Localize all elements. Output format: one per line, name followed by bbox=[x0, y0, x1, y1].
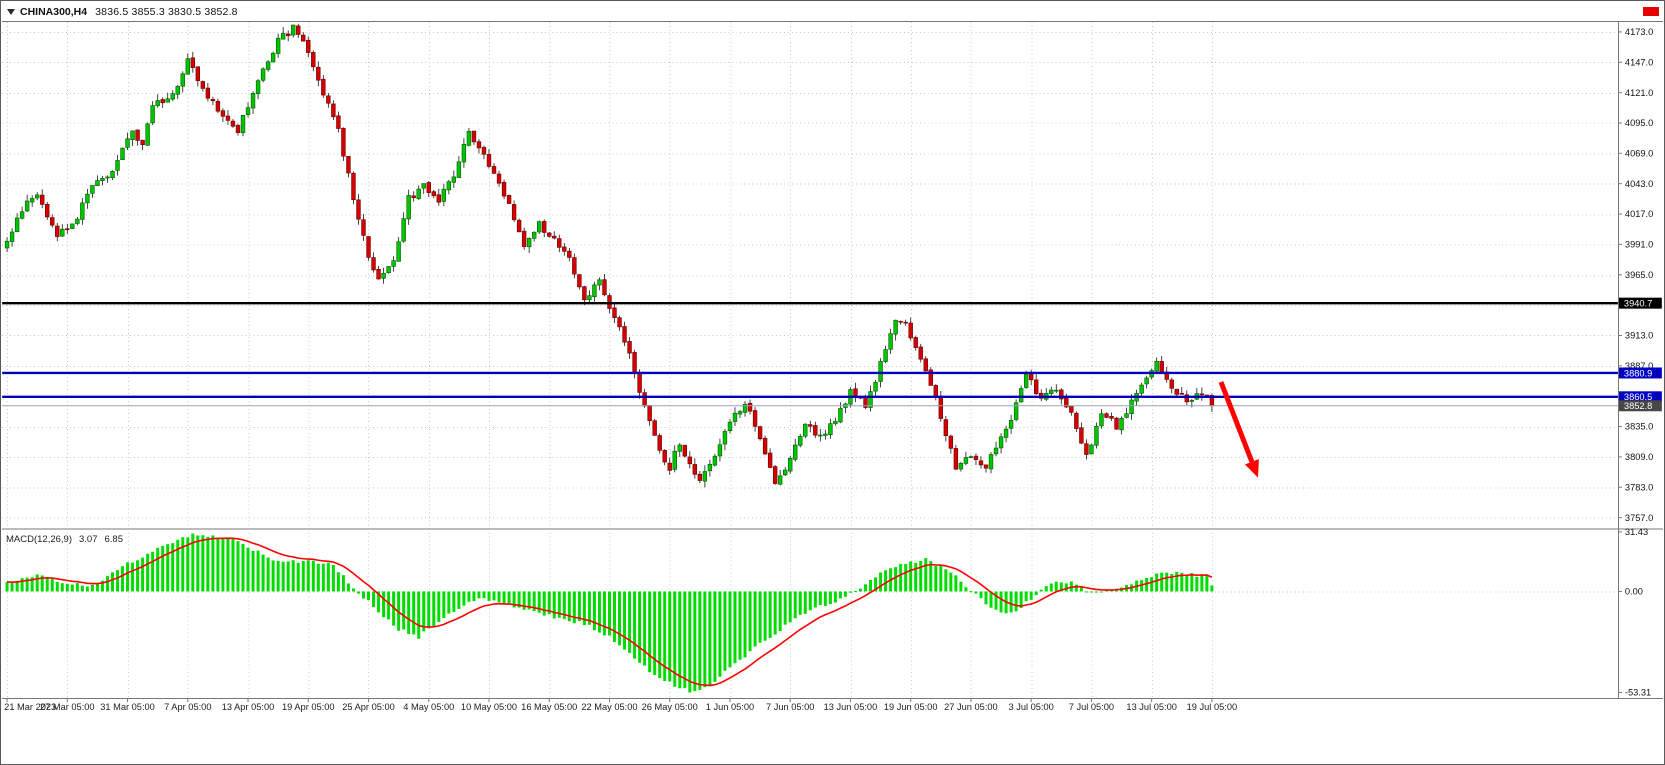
red-marker bbox=[1643, 7, 1659, 16]
svg-text:10 May 05:00: 10 May 05:00 bbox=[461, 702, 517, 712]
macd-main-value: 3.07 bbox=[79, 534, 98, 545]
macd-signal-value: 6.85 bbox=[104, 534, 124, 545]
svg-text:7 Jun 05:00: 7 Jun 05:00 bbox=[766, 702, 814, 712]
sell-arrow-annotation[interactable] bbox=[1218, 381, 1259, 478]
svg-text:7 Apr 05:00: 7 Apr 05:00 bbox=[164, 702, 211, 712]
svg-text:1 Jun 05:00: 1 Jun 05:00 bbox=[706, 702, 754, 712]
macd-signal-line bbox=[7, 537, 1213, 687]
svg-text:3965.0: 3965.0 bbox=[1625, 270, 1653, 280]
svg-text:4017.0: 4017.0 bbox=[1625, 209, 1653, 219]
symbol-marker-icon bbox=[7, 8, 15, 15]
svg-text:3 Jul 05:00: 3 Jul 05:00 bbox=[1009, 702, 1054, 712]
svg-text:22 May 05:00: 22 May 05:00 bbox=[581, 702, 637, 712]
svg-text:26 May 05:00: 26 May 05:00 bbox=[642, 702, 698, 712]
svg-text:4 May 05:00: 4 May 05:00 bbox=[403, 702, 454, 712]
macd-scale[interactable]: 31.43 0.00 -53.31 bbox=[1617, 527, 1651, 698]
svg-text:3913.0: 3913.0 bbox=[1625, 331, 1653, 341]
svg-text:7 Jul 05:00: 7 Jul 05:00 bbox=[1069, 702, 1114, 712]
svg-text:31 Mar 05:00: 31 Mar 05:00 bbox=[100, 702, 155, 712]
candlesticks bbox=[4, 23, 1215, 488]
macd-indicator-label: MACD(12,26,9) 3.07 6.85 bbox=[6, 534, 130, 545]
svg-text:3880.9: 3880.9 bbox=[1624, 368, 1652, 378]
macd-histogram bbox=[5, 533, 1214, 693]
svg-text:4173.0: 4173.0 bbox=[1625, 27, 1653, 37]
svg-text:4121.0: 4121.0 bbox=[1625, 88, 1653, 98]
svg-text:3783.0: 3783.0 bbox=[1625, 482, 1653, 492]
svg-text:19 Apr 05:00: 19 Apr 05:00 bbox=[282, 702, 335, 712]
svg-text:16 May 05:00: 16 May 05:00 bbox=[521, 702, 577, 712]
svg-text:-53.31: -53.31 bbox=[1625, 688, 1651, 698]
svg-text:13 Apr 05:00: 13 Apr 05:00 bbox=[222, 702, 275, 712]
svg-text:3887.0: 3887.0 bbox=[1625, 361, 1653, 371]
svg-text:4069.0: 4069.0 bbox=[1625, 149, 1653, 159]
svg-text:4095.0: 4095.0 bbox=[1625, 118, 1653, 128]
svg-text:0.00: 0.00 bbox=[1625, 587, 1643, 597]
price-badge-3880.9 bbox=[1618, 367, 1662, 379]
svg-text:19 Jul 05:00: 19 Jul 05:00 bbox=[1187, 702, 1238, 712]
svg-text:3757.0: 3757.0 bbox=[1625, 513, 1653, 523]
price-badge-3940.7 bbox=[1618, 297, 1662, 309]
macd-name: MACD(12,26,9) bbox=[6, 534, 72, 545]
svg-text:31.43: 31.43 bbox=[1625, 527, 1648, 537]
svg-text:21 Mar 2023: 21 Mar 2023 bbox=[4, 702, 56, 712]
price-badge-3860.5 bbox=[1618, 391, 1662, 403]
svg-text:19 Jun 05:00: 19 Jun 05:00 bbox=[884, 702, 938, 712]
price-scale[interactable]: 4173.0 4147.0 4121.0 4095.0 4069.0 4043.0 4017… bbox=[1617, 27, 1662, 523]
ohlc-readout: 3836.5 3855.3 3830.5 3852.8 bbox=[95, 5, 238, 18]
svg-text:3860.5: 3860.5 bbox=[1624, 392, 1652, 402]
svg-text:3835.0: 3835.0 bbox=[1625, 422, 1653, 432]
svg-text:27 Jun 05:00: 27 Jun 05:00 bbox=[944, 702, 998, 712]
chart-symbol-title: CHINA300,H4 3836.5 3855.3 3830.5 3852.8 bbox=[7, 4, 238, 19]
svg-text:3991.0: 3991.0 bbox=[1625, 240, 1653, 250]
svg-text:3852.8: 3852.8 bbox=[1624, 401, 1652, 411]
svg-text:13 Jul 05:00: 13 Jul 05:00 bbox=[1126, 702, 1176, 712]
svg-text:27 Mar 05:00: 27 Mar 05:00 bbox=[40, 702, 95, 712]
pane-borders bbox=[2, 20, 1663, 700]
svg-text:25 Apr 05:00: 25 Apr 05:00 bbox=[342, 702, 395, 712]
svg-text:3809.0: 3809.0 bbox=[1625, 452, 1653, 462]
symbol-label: CHINA300,H4 bbox=[20, 5, 88, 18]
svg-text:4147.0: 4147.0 bbox=[1625, 57, 1653, 67]
price-badge-3852.8 bbox=[1618, 400, 1662, 412]
svg-text:3940.7: 3940.7 bbox=[1624, 299, 1652, 309]
svg-text:4043.0: 4043.0 bbox=[1625, 179, 1653, 189]
svg-text:13 Jun 05:00: 13 Jun 05:00 bbox=[824, 702, 878, 712]
